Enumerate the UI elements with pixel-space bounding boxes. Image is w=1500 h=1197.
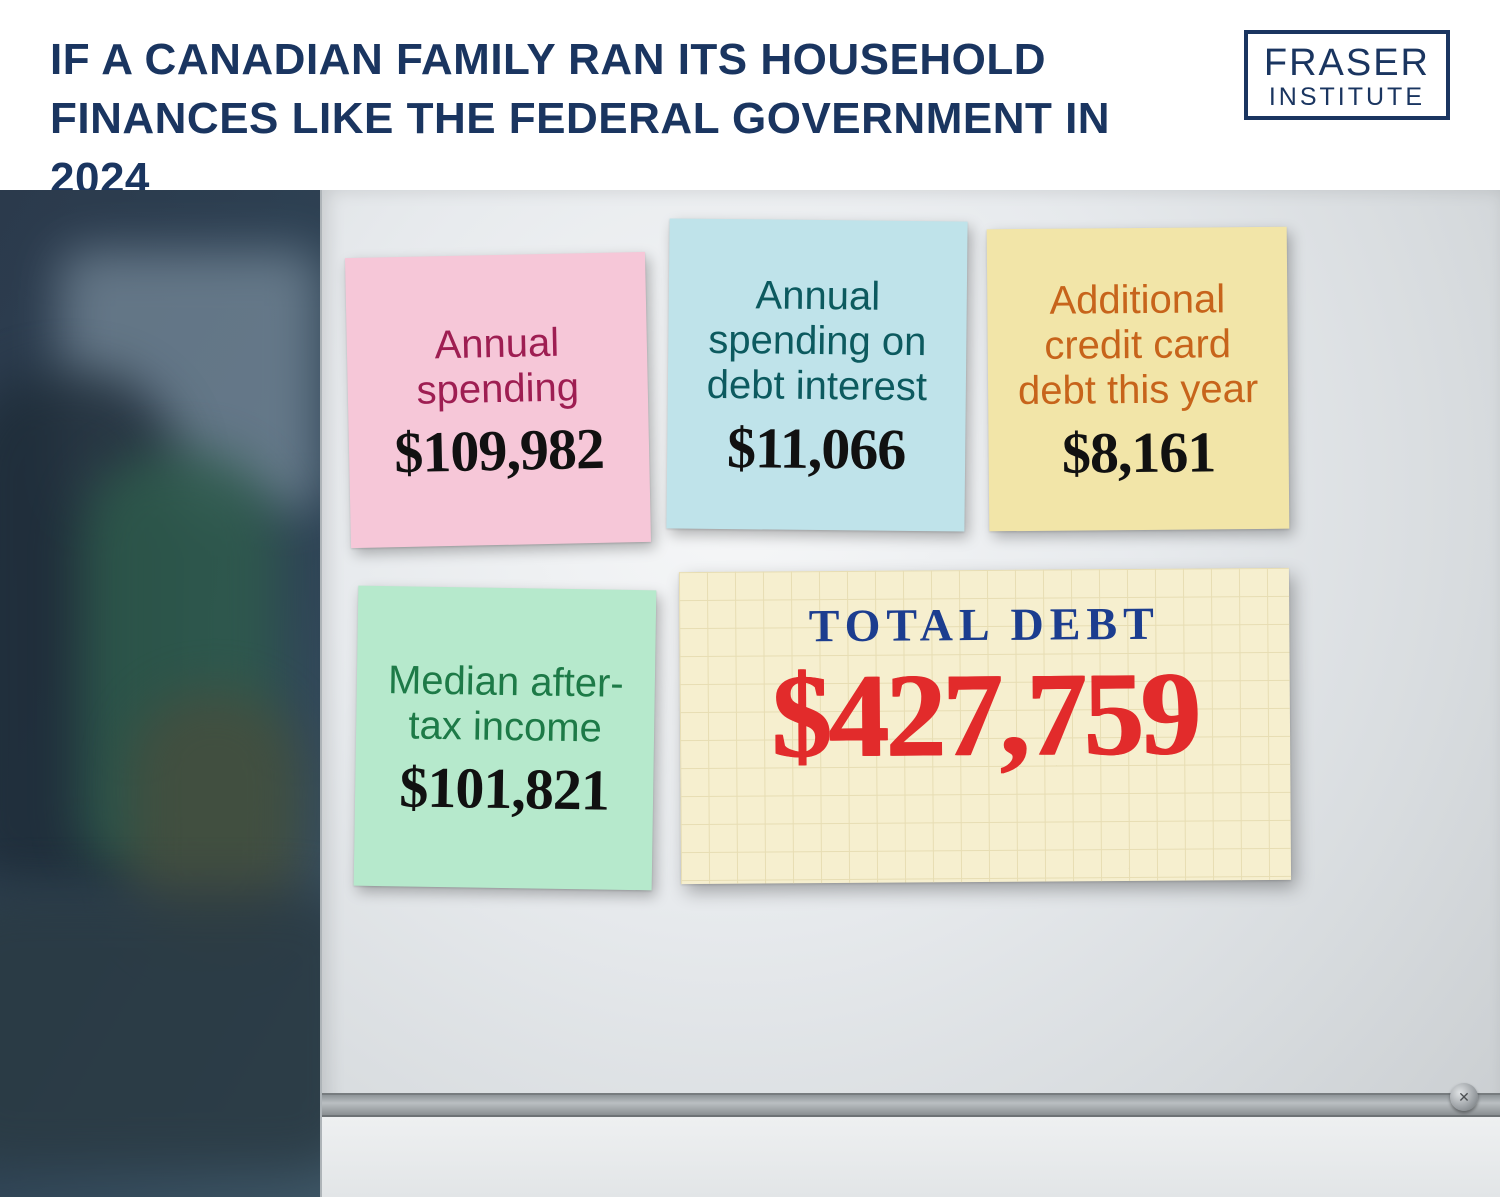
note-credit-card: Additional credit card debt this year $8…	[987, 227, 1290, 532]
fridge-divider	[322, 1093, 1500, 1117]
note-debt-interest-label: Annual spending on debt interest	[688, 273, 947, 410]
fraser-institute-logo: FRASER INSTITUTE	[1244, 30, 1450, 120]
note-median-income-value: $101,821	[399, 754, 610, 824]
fridge-hinge-icon	[1450, 1083, 1478, 1111]
note-median-income-label: Median after-tax income	[376, 658, 635, 752]
header: IF A CANADIAN FAMILY RAN ITS HOUSEHOLD F…	[0, 0, 1500, 190]
note-total-debt: TOTAL DEBT $427,759	[679, 568, 1291, 884]
background-counter	[0, 890, 360, 1170]
note-annual-spending-value: $109,982	[394, 415, 605, 486]
note-debt-interest: Annual spending on debt interest $11,066	[666, 218, 967, 531]
fridge-lower-door	[322, 1117, 1500, 1197]
background-scene: Annual spending $109,982 Annual spending…	[0, 190, 1500, 1197]
logo-line-1: FRASER	[1264, 44, 1430, 84]
note-credit-card-label: Additional credit card debt this year	[1007, 277, 1268, 414]
note-total-debt-value: $427,759	[710, 653, 1261, 777]
note-total-debt-label: TOTAL DEBT	[709, 596, 1259, 653]
note-median-income: Median after-tax income $101,821	[354, 586, 657, 891]
page-title: IF A CANADIAN FAMILY RAN ITS HOUSEHOLD F…	[50, 30, 1150, 208]
note-debt-interest-value: $11,066	[727, 414, 906, 483]
note-annual-spending: Annual spending $109,982	[345, 252, 651, 548]
logo-line-2: INSTITUTE	[1264, 84, 1430, 110]
note-credit-card-value: $8,161	[1062, 418, 1216, 486]
note-annual-spending-label: Annual spending	[366, 319, 628, 414]
